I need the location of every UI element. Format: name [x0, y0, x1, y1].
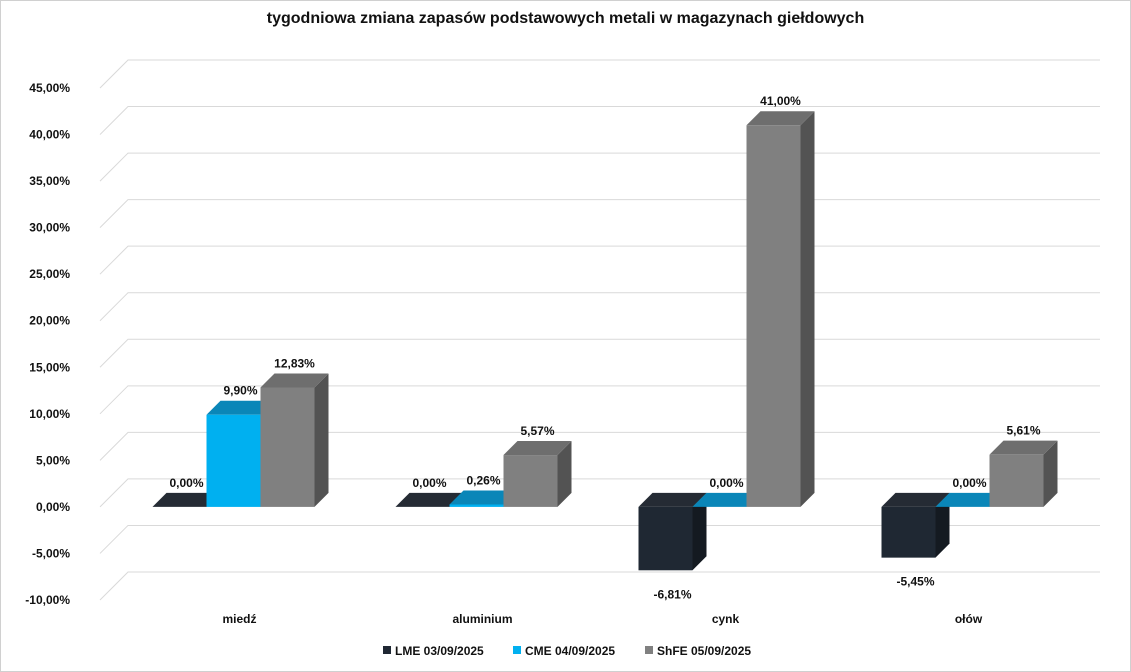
legend-item: LME 03/09/2025 [383, 644, 484, 658]
y-tick-label: 45,00% [29, 81, 70, 95]
gridline [99, 571, 1100, 601]
data-label: 41,00% [760, 94, 801, 108]
legend-label: ShFE 05/09/2025 [657, 644, 751, 658]
bar [260, 373, 329, 507]
gridline [99, 106, 1100, 135]
gridline [99, 59, 1100, 89]
y-tick-label: 40,00% [29, 128, 70, 142]
gridline [99, 338, 1100, 368]
legend-item: CME 04/09/2025 [513, 644, 615, 658]
y-tick-label: 15,00% [29, 360, 70, 374]
data-label: 0,00% [412, 476, 446, 490]
x-tick-label: ołów [955, 612, 983, 626]
bar [881, 492, 950, 558]
data-label: 9,90% [223, 384, 257, 398]
y-tick-label: 25,00% [29, 267, 70, 281]
grid-layer [99, 59, 1100, 601]
legend: LME 03/09/2025 CME 04/09/2025 ShFE 05/09/2… [383, 644, 751, 658]
bar [692, 492, 761, 507]
legend-item: ShFE 05/09/2025 [645, 644, 751, 658]
bar [395, 492, 464, 507]
bar [746, 111, 815, 507]
bar [152, 492, 221, 507]
data-label: -6,81% [653, 587, 691, 601]
data-label: 0,26% [466, 473, 500, 487]
data-labels-layer: 0,00% 9,90% 12,83% 0,00% 0,26% 5,57% -6,81% 0,0… [169, 94, 1040, 601]
gridline [99, 199, 1100, 228]
legend-label: CME 04/09/2025 [525, 644, 615, 658]
y-tick-label: 10,00% [29, 407, 70, 421]
x-tick-label: miedź [222, 612, 256, 626]
gridline [99, 152, 1100, 182]
legend-label: LME 03/09/2025 [395, 644, 484, 658]
y-tick-label: -10,00% [25, 593, 70, 607]
gridline [99, 245, 1100, 275]
bar [503, 441, 572, 507]
bar [638, 492, 707, 571]
legend-swatch [513, 646, 521, 654]
bar [935, 492, 1004, 507]
x-axis: miedź aluminium cynk ołów [222, 612, 982, 626]
y-tick-label: 30,00% [29, 221, 70, 235]
gridline [99, 292, 1100, 322]
gridline [99, 524, 1100, 554]
bars-layer [152, 111, 1058, 571]
data-label: 5,57% [520, 424, 554, 438]
data-label: -5,45% [896, 575, 934, 589]
data-label: 0,00% [169, 476, 203, 490]
data-label: 5,61% [1006, 424, 1040, 438]
x-tick-label: cynk [712, 612, 740, 626]
y-tick-label: 20,00% [29, 314, 70, 328]
y-tick-label: 35,00% [29, 174, 70, 188]
legend-swatch [645, 646, 653, 654]
bar [989, 440, 1058, 507]
y-tick-label: -5,00% [32, 546, 70, 560]
chart-title: tygodniowa zmiana zapasów podstawowych m… [266, 10, 865, 27]
data-label: 0,00% [952, 476, 986, 490]
x-tick-label: aluminium [452, 612, 512, 626]
legend-swatch [383, 646, 391, 654]
y-tick-label: 0,00% [36, 500, 70, 514]
y-axis: 45,00% 40,00% 35,00% 30,00% 25,00% 20,00% 15,0… [25, 81, 70, 607]
y-tick-label: 5,00% [36, 453, 70, 467]
data-label: 12,83% [274, 356, 315, 370]
data-label: 0,00% [709, 476, 743, 490]
